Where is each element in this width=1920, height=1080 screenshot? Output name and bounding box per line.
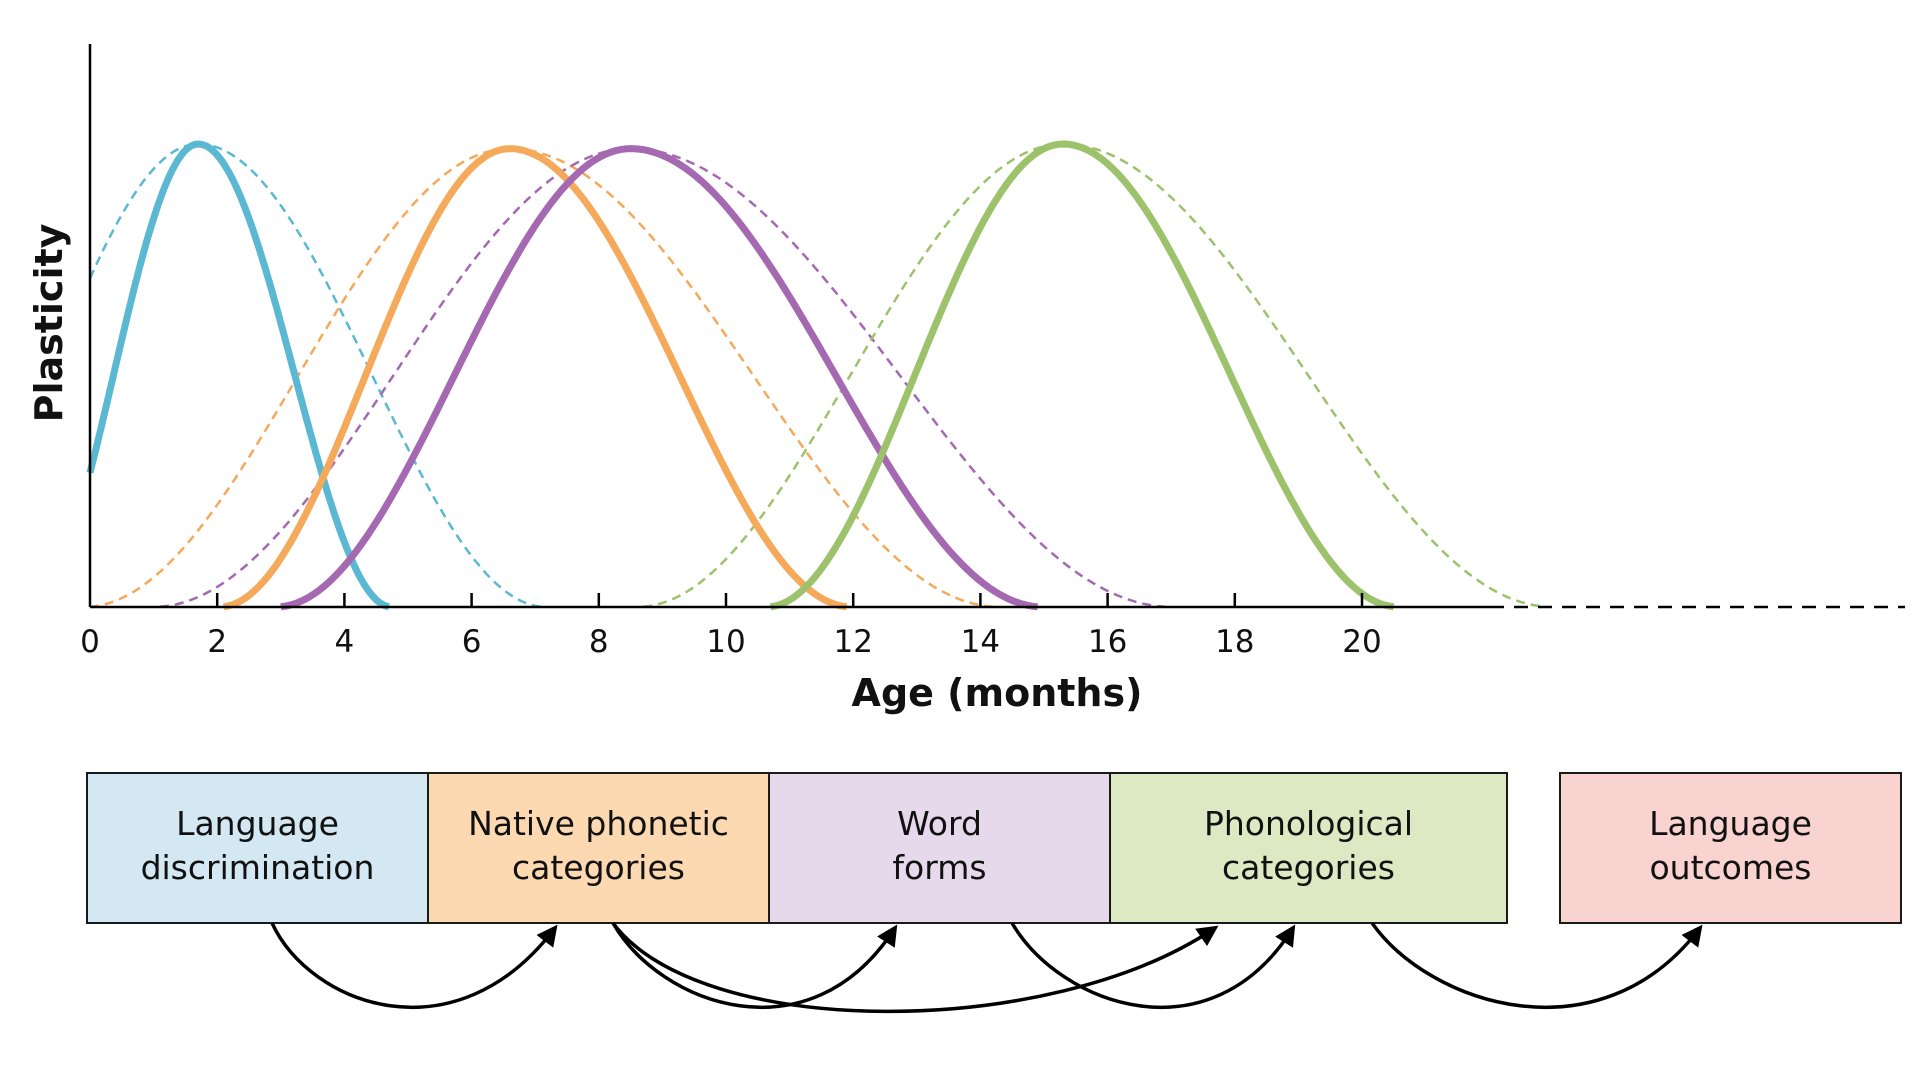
x-axis-ticks xyxy=(215,593,1364,607)
stage-box-2-label: Native phonetic xyxy=(468,804,729,843)
x-tick-label: 20 xyxy=(1342,624,1381,660)
x-tick-label: 18 xyxy=(1215,624,1254,660)
series-3-dashed-line xyxy=(159,147,1165,609)
stage-box-3-label: Word xyxy=(897,804,982,843)
x-tick-label: 16 xyxy=(1088,624,1127,660)
stage-box-3 xyxy=(768,772,1111,924)
x-tick-label: 2 xyxy=(207,624,227,660)
stage-link-arrow-1 xyxy=(270,922,558,1010)
stage-box-2 xyxy=(427,772,770,924)
series-1-dashed-line xyxy=(88,142,542,609)
stage-box-3-label: forms xyxy=(892,848,986,887)
series-4-solid-line xyxy=(769,140,1395,611)
stage-box-5-label: Language xyxy=(1649,804,1812,843)
stage-link-arrow-3 xyxy=(611,921,1219,1014)
stage-link-arrow-2 xyxy=(611,922,898,1010)
stage-box-5-label: outcomes xyxy=(1649,848,1811,887)
stage-box-1-label: discrimination xyxy=(141,848,375,887)
y-axis-title: Plasticity xyxy=(27,223,71,422)
x-tick-label: 4 xyxy=(335,624,355,660)
series-3-solid-line xyxy=(280,145,1038,611)
stage-box-2-label: categories xyxy=(512,848,685,887)
stage-box-4-label: Phonological xyxy=(1204,804,1413,843)
x-tick-label: 12 xyxy=(833,624,872,660)
stage-box-1-label: Language xyxy=(176,804,339,843)
dashed-curves xyxy=(88,142,1547,609)
x-axis-tick-labels: 0 2 4 6 8 10 12 14 16 18 20 xyxy=(80,624,1382,660)
solid-curves xyxy=(86,140,1395,611)
x-tick-label: 10 xyxy=(706,624,745,660)
series-2-solid-line xyxy=(222,145,848,611)
stage-links xyxy=(270,921,1703,1014)
series-1-solid-line xyxy=(86,140,390,611)
stage-link-arrow-5 xyxy=(1370,921,1703,1009)
stage-boxes: Language discrimination Native phonetic cat… xyxy=(86,772,1902,924)
x-tick-label: 8 xyxy=(589,624,609,660)
stage-box-1 xyxy=(86,772,429,924)
x-tick-label: 6 xyxy=(462,624,482,660)
stage-link-arrow-4 xyxy=(1010,922,1296,1010)
stage-box-4-label: categories xyxy=(1222,848,1395,887)
series-4-dashed-line xyxy=(643,142,1547,609)
stage-box-4 xyxy=(1109,772,1508,924)
x-tick-label: 0 xyxy=(80,624,100,660)
x-tick-label: 14 xyxy=(961,624,1000,660)
x-axis-title: Age (months) xyxy=(852,671,1143,715)
stage-box-5 xyxy=(1559,772,1902,924)
